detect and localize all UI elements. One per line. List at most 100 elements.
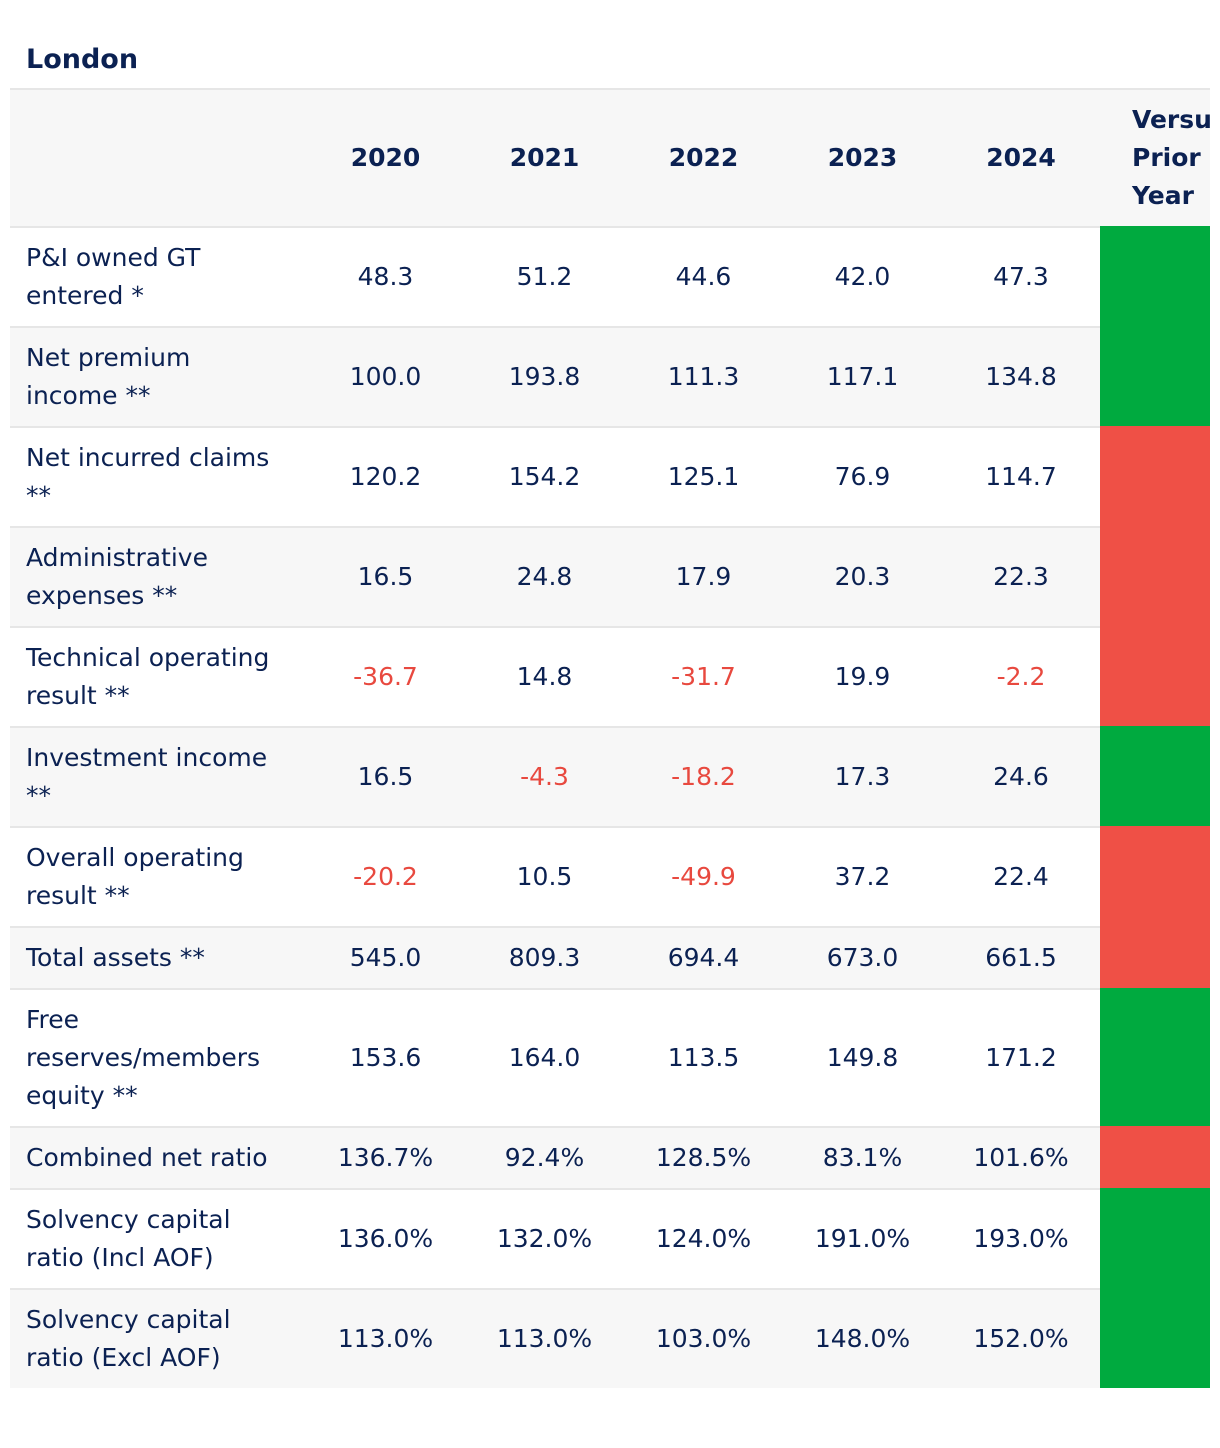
row-label: Net premium income ** <box>10 326 306 427</box>
row-label: Technical operating result ** <box>10 626 306 727</box>
table-row: Technical operating result ** -36.7 14.8 -3… <box>10 626 1210 727</box>
row-label: Overall operating result ** <box>10 826 306 927</box>
table-row: Administrative expenses ** 16.5 24.8 17.9 20… <box>10 526 1210 627</box>
value-cell: 14.8 <box>465 626 624 727</box>
row-label: Combined net ratio <box>10 1126 306 1189</box>
value-cell: 113.0% <box>465 1288 624 1388</box>
header-row: 20202021202220232024Versus Prior Year <box>10 88 1210 227</box>
table-row: Overall operating result ** -20.2 10.5 -49.… <box>10 826 1210 927</box>
value-cell: 148.0% <box>783 1288 942 1388</box>
value-cell: -36.7 <box>306 626 465 727</box>
value-cell: 191.0% <box>783 1188 942 1289</box>
value-cell: 48.3 <box>306 226 465 327</box>
value-cell: 545.0 <box>306 926 465 989</box>
value-cell: 22.3 <box>942 526 1100 627</box>
status-cell <box>1100 626 1210 727</box>
value-cell: -31.7 <box>624 626 783 727</box>
value-cell: 124.0% <box>624 1188 783 1289</box>
value-cell: 76.9 <box>783 426 942 527</box>
results-table: 20202021202220232024Versus Prior Year P&… <box>10 88 1210 1388</box>
value-cell: 193.8 <box>465 326 624 427</box>
value-cell: 809.3 <box>465 926 624 989</box>
row-label: Total assets ** <box>10 926 306 989</box>
value-cell: 113.5 <box>624 988 783 1127</box>
value-cell: 132.0% <box>465 1188 624 1289</box>
value-cell: 154.2 <box>465 426 624 527</box>
row-label: Free reserves/members equity ** <box>10 988 306 1127</box>
table-body: P&I owned GT entered * 48.3 51.2 44.6 42.0 47… <box>10 226 1210 1388</box>
value-cell: 20.3 <box>783 526 942 627</box>
value-cell: 24.8 <box>465 526 624 627</box>
table-row: Free reserves/members equity ** 153.6 164.… <box>10 988 1210 1127</box>
status-cell <box>1100 426 1210 527</box>
row-label: Solvency capital ratio (Excl AOF) <box>10 1288 306 1388</box>
header-cell: 2022 <box>624 88 783 227</box>
status-cell <box>1100 826 1210 927</box>
value-cell: 16.5 <box>306 526 465 627</box>
value-cell: 149.8 <box>783 988 942 1127</box>
value-cell: -4.3 <box>465 726 624 827</box>
header-cell: 2023 <box>783 88 942 227</box>
value-cell: 51.2 <box>465 226 624 327</box>
row-label: Administrative expenses ** <box>10 526 306 627</box>
value-cell: 101.6% <box>942 1126 1100 1189</box>
table-row: Total assets ** 545.0 809.3 694.4 673.0 661.5 <box>10 926 1210 989</box>
header-cell: 2021 <box>465 88 624 227</box>
status-cell <box>1100 1188 1210 1289</box>
value-cell: 661.5 <box>942 926 1100 989</box>
value-cell: 24.6 <box>942 726 1100 827</box>
table-row: Solvency capital ratio (Excl AOF) 113.0% 1… <box>10 1288 1210 1388</box>
value-cell: 100.0 <box>306 326 465 427</box>
value-cell: 164.0 <box>465 988 624 1127</box>
value-cell: 117.1 <box>783 326 942 427</box>
value-cell: 47.3 <box>942 226 1100 327</box>
status-cell <box>1100 226 1210 327</box>
status-cell <box>1100 1126 1210 1189</box>
status-cell <box>1100 926 1210 989</box>
status-cell <box>1100 326 1210 427</box>
value-cell: 128.5% <box>624 1126 783 1189</box>
table-row: Net premium income ** 100.0 193.8 111.3 117.… <box>10 326 1210 427</box>
row-label: Solvency capital ratio (Incl AOF) <box>10 1188 306 1289</box>
value-cell: 92.4% <box>465 1126 624 1189</box>
value-cell: 136.7% <box>306 1126 465 1189</box>
row-label: Investment income ** <box>10 726 306 827</box>
row-label: P&I owned GT entered * <box>10 226 306 327</box>
value-cell: 694.4 <box>624 926 783 989</box>
value-cell: 673.0 <box>783 926 942 989</box>
value-cell: 19.9 <box>783 626 942 727</box>
table-row: P&I owned GT entered * 48.3 51.2 44.6 42.0 47… <box>10 226 1210 327</box>
value-cell: -18.2 <box>624 726 783 827</box>
value-cell: -20.2 <box>306 826 465 927</box>
header-cell: 2020 <box>306 88 465 227</box>
status-cell <box>1100 1288 1210 1388</box>
value-cell: 37.2 <box>783 826 942 927</box>
value-cell: 125.1 <box>624 426 783 527</box>
table-row: Investment income ** 16.5 -4.3 -18.2 17.3 24.… <box>10 726 1210 827</box>
value-cell: 114.7 <box>942 426 1100 527</box>
value-cell: 152.0% <box>942 1288 1100 1388</box>
row-label: Net incurred claims ** <box>10 426 306 527</box>
header-cell: 2024 <box>942 88 1100 227</box>
value-cell: 83.1% <box>783 1126 942 1189</box>
value-cell: 136.0% <box>306 1188 465 1289</box>
value-cell: 153.6 <box>306 988 465 1127</box>
value-cell: 42.0 <box>783 226 942 327</box>
value-cell: 113.0% <box>306 1288 465 1388</box>
status-cell <box>1100 526 1210 627</box>
value-cell: -49.9 <box>624 826 783 927</box>
table-row: Solvency capital ratio (Incl AOF) 136.0% 1… <box>10 1188 1210 1289</box>
value-cell: 111.3 <box>624 326 783 427</box>
value-cell: 44.6 <box>624 226 783 327</box>
table-row: Net incurred claims ** 120.2 154.2 125.1 76.… <box>10 426 1210 527</box>
value-cell: 171.2 <box>942 988 1100 1127</box>
table-container: 20202021202220232024Versus Prior Year P&… <box>10 88 1210 1448</box>
value-cell: -2.2 <box>942 626 1100 727</box>
value-cell: 17.3 <box>783 726 942 827</box>
table-title: London <box>26 44 139 75</box>
value-cell: 10.5 <box>465 826 624 927</box>
value-cell: 17.9 <box>624 526 783 627</box>
value-cell: 120.2 <box>306 426 465 527</box>
header-cell: Versus Prior Year <box>1100 88 1210 227</box>
status-cell <box>1100 726 1210 827</box>
